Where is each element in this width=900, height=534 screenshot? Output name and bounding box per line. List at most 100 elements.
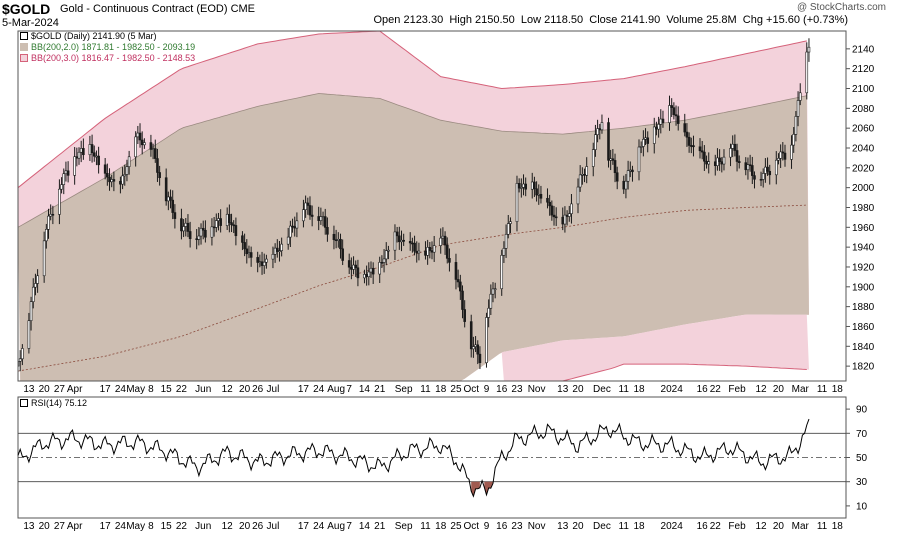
date-tick-label: 15: [161, 384, 173, 395]
candle-body: [478, 353, 482, 363]
candle-body: [164, 177, 168, 202]
candle-body: [659, 118, 663, 125]
date-tick-label: 22: [176, 384, 188, 395]
rsi-date-tick-label: 26: [252, 521, 264, 532]
candle-body: [705, 160, 708, 165]
candle-body: [594, 134, 597, 150]
candle-body: [95, 155, 98, 158]
candle-body: [103, 164, 107, 174]
rsi-date-tick-label: 24: [115, 521, 127, 532]
candle-body: [779, 151, 782, 159]
candle-body: [591, 149, 595, 167]
candle-body: [729, 148, 732, 158]
candle-body: [21, 348, 24, 360]
rsi-date-tick-label: 11: [420, 521, 431, 532]
candle-body: [49, 213, 52, 217]
candle-body: [411, 242, 414, 245]
candle-body: [234, 225, 238, 237]
candle-body: [735, 150, 739, 162]
candle-body: [108, 176, 111, 183]
candle-body: [110, 179, 113, 183]
candle-body: [256, 257, 259, 263]
candle-body: [687, 136, 691, 146]
candle-body: [607, 122, 610, 161]
candle-body: [60, 184, 63, 190]
legend-rsi: RSI(14) 75.12: [20, 398, 87, 408]
rsi-date-tick-label: 18: [435, 521, 447, 532]
candle-body: [563, 214, 567, 225]
rsi-date-tick-label: 18: [633, 521, 645, 532]
candle-body: [121, 175, 124, 185]
rsi-date-tick-label: 11: [817, 521, 828, 532]
bb3-legend-swatch: [20, 54, 28, 62]
rsi-date-tick-label: 18: [832, 521, 844, 532]
close-value: 2141.90: [620, 14, 661, 26]
candle-body: [275, 247, 279, 252]
candle-body: [485, 317, 488, 363]
candle-body: [34, 283, 37, 288]
candle-body: [18, 358, 22, 362]
rsi-date-tick-label: 13: [557, 521, 569, 532]
candle-body: [302, 209, 305, 222]
candle-body: [225, 213, 229, 226]
rsi-date-tick-label: 20: [239, 521, 251, 532]
volume-value: 25.8M: [706, 14, 737, 26]
candle-body: [123, 174, 127, 177]
candle-body: [140, 139, 144, 146]
rsi-axis: 10 30 50 70 90: [846, 405, 868, 512]
candle-body: [504, 233, 508, 249]
date-tick-label: 21: [374, 384, 386, 395]
candle-body: [565, 214, 569, 217]
date-tick-label: 11: [420, 384, 431, 395]
candle-body: [674, 114, 678, 117]
price-plot: [18, 31, 811, 381]
candle-body: [570, 203, 573, 214]
date-tick-label: 20: [572, 384, 584, 395]
candle-body: [289, 225, 292, 238]
date-tick-label: 14: [359, 384, 371, 395]
candle-body: [456, 279, 460, 283]
date-tick-label: 24: [313, 384, 325, 395]
candle-body: [317, 216, 320, 221]
rsi-date-tick-label: 16: [697, 521, 709, 532]
rsi-date-tick-label: Aug: [327, 521, 345, 532]
rsi-date-tick-label: 17: [100, 521, 112, 532]
candle-body: [79, 148, 83, 153]
rsi-date-tick-label: 24: [313, 521, 325, 532]
date-tick-label: 9: [484, 384, 490, 395]
date-tick-label: 8: [148, 384, 154, 395]
rsi-legend-text: RSI(14) 75.12: [31, 398, 88, 408]
candle-body: [245, 248, 249, 255]
candle-body: [707, 161, 711, 165]
candle-body: [214, 220, 218, 228]
candle-body: [626, 170, 630, 182]
candle-body: [58, 188, 61, 215]
bb2-legend-swatch: [20, 43, 28, 51]
price-tick-label: 1940: [852, 243, 875, 254]
candle-body: [304, 202, 307, 210]
candle-body: [500, 254, 504, 290]
candle-body: [273, 247, 277, 255]
candle-body: [561, 216, 565, 225]
candle-body: [530, 181, 534, 190]
candle-body: [459, 281, 462, 292]
candle-body: [583, 174, 586, 176]
candle-body: [428, 247, 432, 251]
candle-body: [186, 222, 190, 232]
price-legend-text: $GOLD (Daily) 2141.90 (5 Mar): [31, 31, 157, 41]
rsi-date-tick-label: 20: [773, 521, 785, 532]
candle-body: [212, 226, 216, 229]
candle-body: [700, 150, 704, 153]
date-tick-label: 18: [832, 384, 844, 395]
candle-body: [92, 152, 96, 157]
candle-body: [286, 236, 290, 245]
rsi-date-tick-label: 22: [176, 521, 188, 532]
legend-price: $GOLD (Daily) 2141.90 (5 Mar): [20, 31, 157, 41]
candle-body: [585, 166, 589, 176]
rsi-date-tick-label: 20: [39, 521, 51, 532]
date-tick-label: 12: [755, 384, 767, 395]
candle-body: [29, 301, 33, 321]
price-axis: 1820 1840 1860 1880 1900 1920 1940 1960 1980 2000…: [17, 30, 875, 382]
date-tick-label: 18: [435, 384, 447, 395]
